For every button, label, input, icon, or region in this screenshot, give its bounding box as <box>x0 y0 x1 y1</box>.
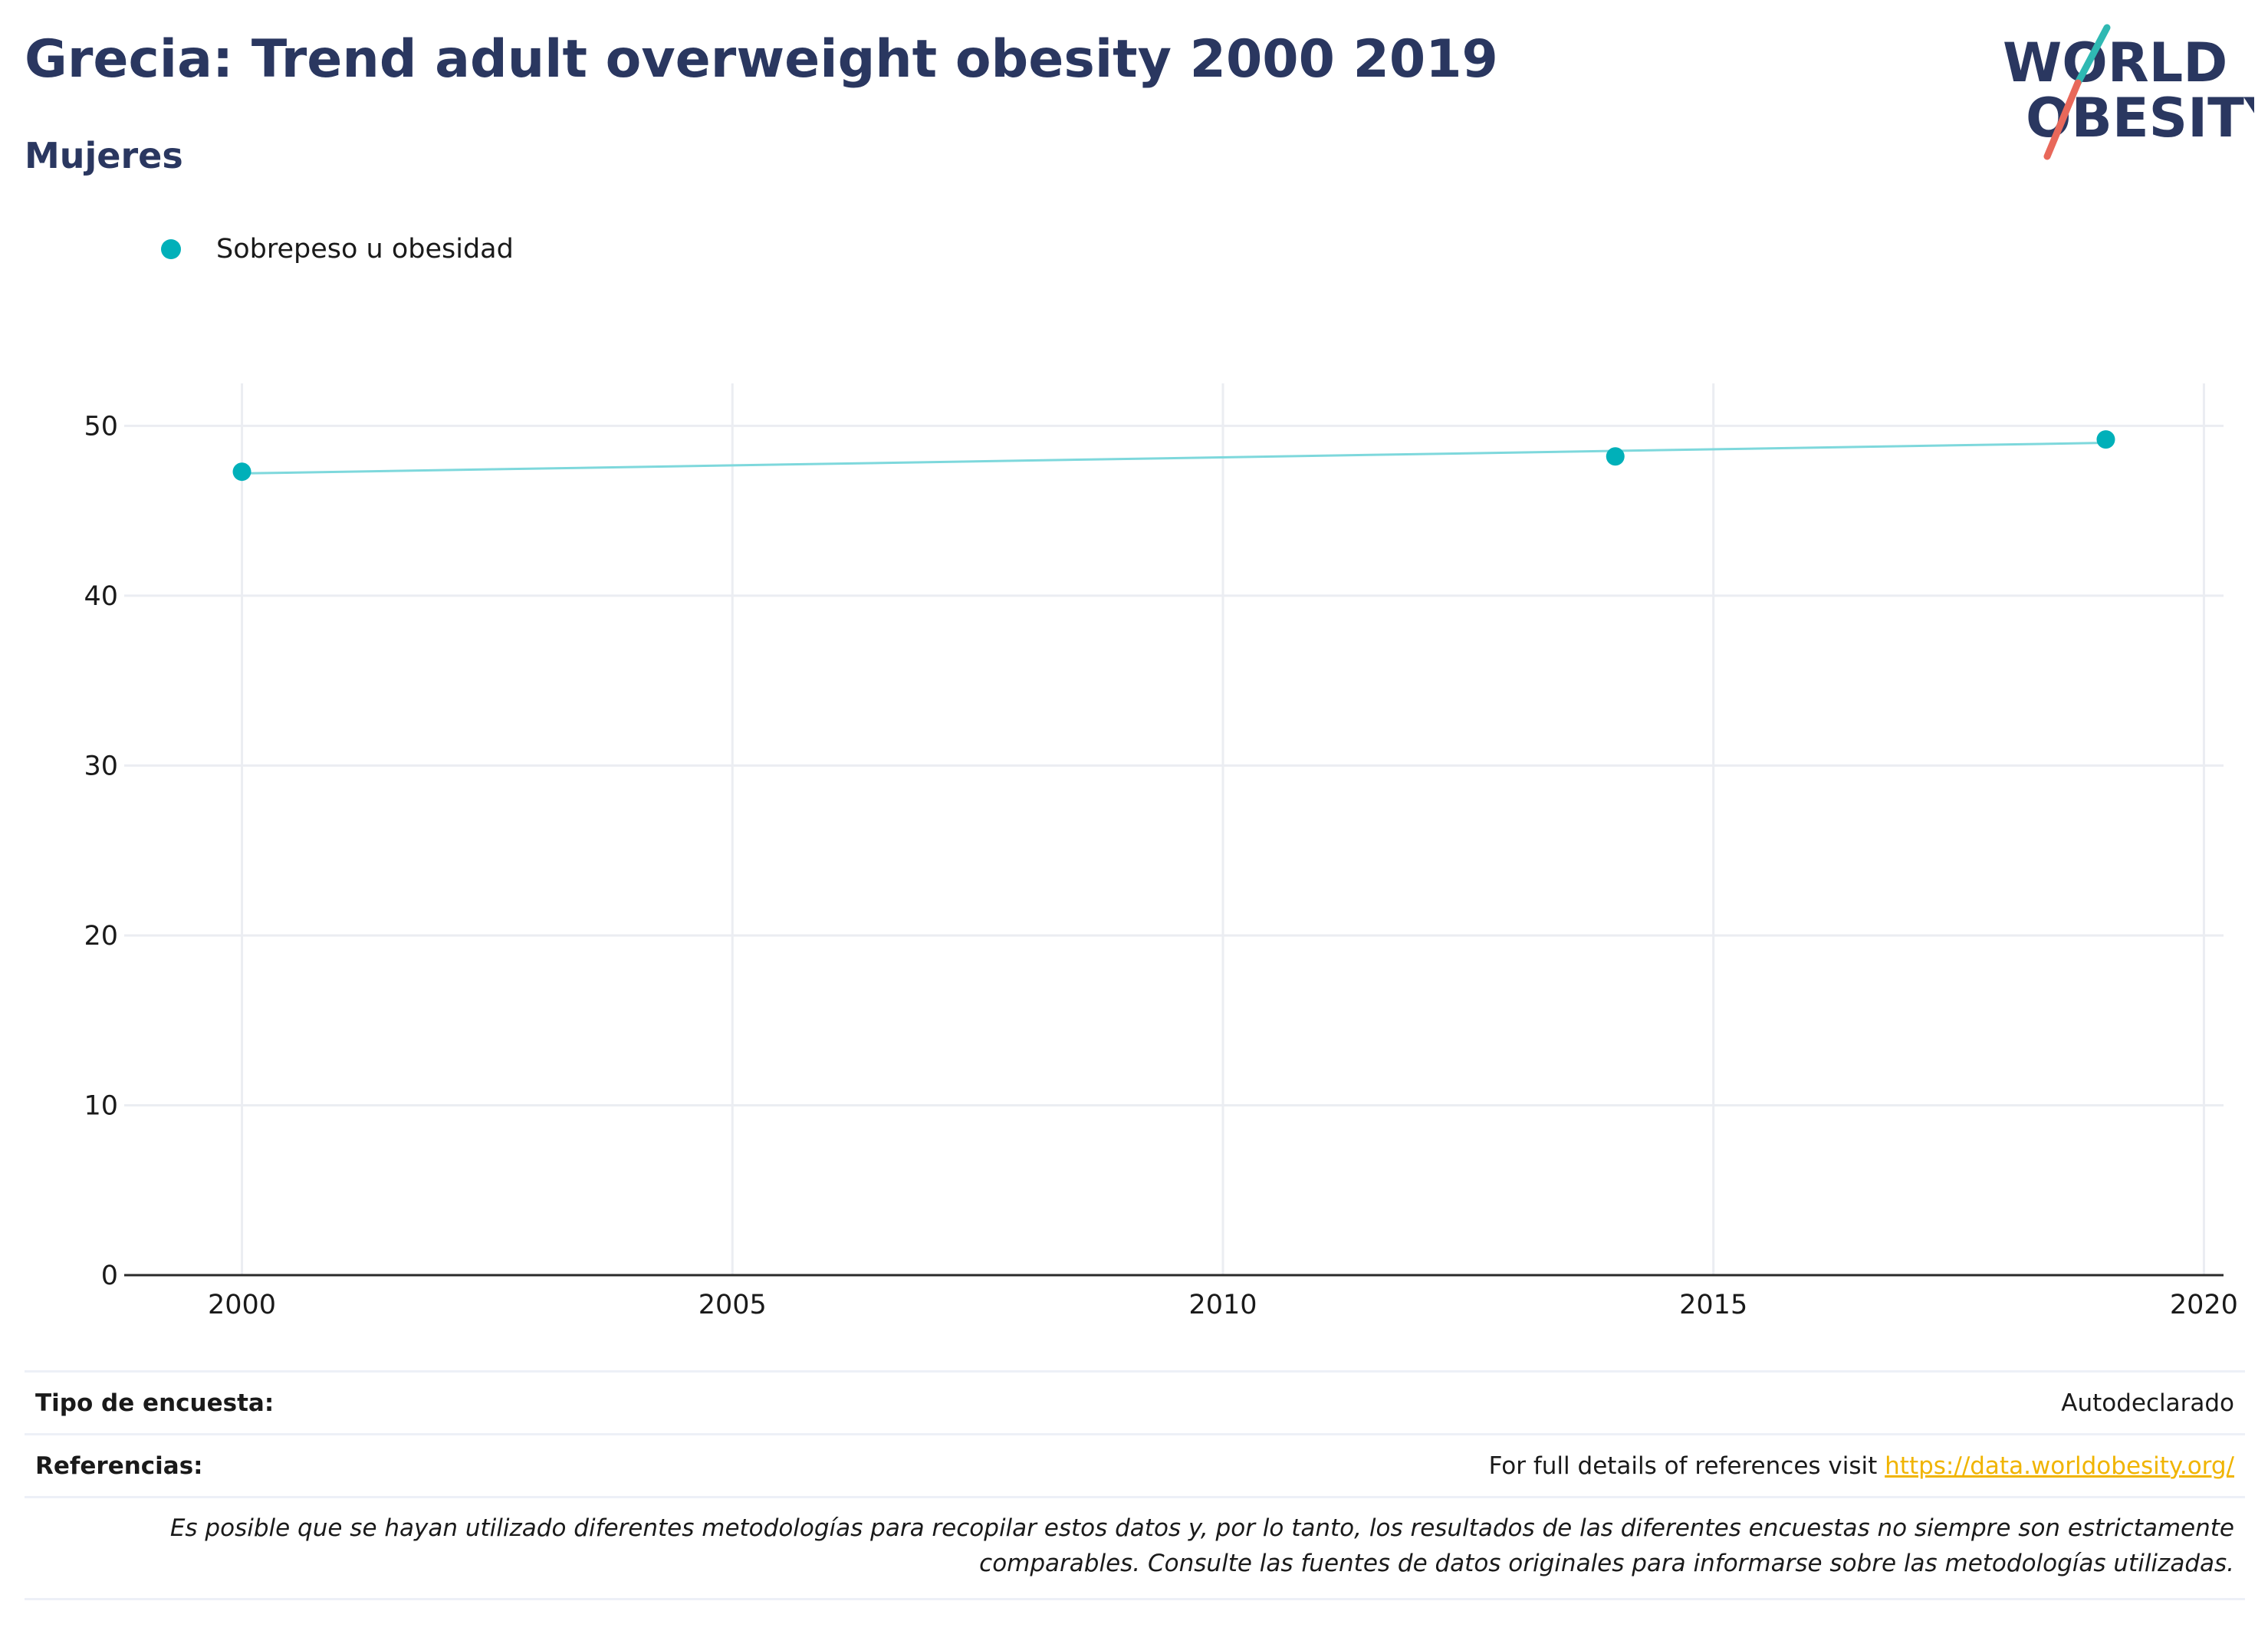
legend[interactable]: Sobrepeso u obesidad <box>161 232 514 267</box>
references-value: For full details of references visit htt… <box>1489 1452 2234 1480</box>
survey-type-row: Tipo de encuesta: Autodeclarado <box>25 1370 2245 1433</box>
x-tick-label: 2000 <box>208 1290 276 1319</box>
y-tick-label: 10 <box>84 1090 118 1121</box>
x-tick-label: 2010 <box>1188 1290 1257 1319</box>
trend-line <box>242 442 2106 475</box>
survey-type-label: Tipo de encuesta: <box>35 1389 274 1417</box>
x-tick-label: 2005 <box>698 1290 767 1319</box>
y-tick-label: 40 <box>84 581 118 612</box>
y-tick-label: 20 <box>84 921 118 952</box>
methodology-note-line-1: Es posible que se hayan utilizado difere… <box>169 1514 2234 1542</box>
methodology-note-line-2: comparables. Consulte las fuentes de dat… <box>979 1550 2234 1577</box>
references-row: Referencias: For full details of referen… <box>25 1433 2245 1496</box>
grid <box>124 383 2224 1277</box>
series-lines <box>242 442 2106 475</box>
chart-title: Grecia: Trend adult overweight obesity 2… <box>25 29 1498 90</box>
data-point <box>232 462 251 482</box>
y-tick-label: 0 <box>101 1261 118 1291</box>
axis-ticks: 2000 2005 2010 2015 2020 0 10 20 30 40 50 <box>84 411 2237 1319</box>
series-points <box>232 430 2115 482</box>
references-text: For full details of references visit <box>1488 1452 1885 1480</box>
logo-slash-teal <box>2074 24 2111 87</box>
world-obesity-logo: WORLD OBESITY <box>2003 24 2254 160</box>
chart-subtitle: Mujeres <box>25 135 183 176</box>
data-point <box>2096 430 2115 449</box>
logo-word-world: WORLD <box>2003 31 2227 94</box>
references-link[interactable]: https://data.worldobesity.org/ <box>1885 1452 2234 1480</box>
y-tick-label: 30 <box>84 751 118 781</box>
x-tick-label: 2020 <box>2170 1290 2238 1319</box>
legend-marker <box>161 239 181 259</box>
x-tick-label: 2015 <box>1679 1290 1747 1319</box>
references-label: Referencias: <box>35 1452 203 1480</box>
legend-label: Sobrepeso u obesidad <box>216 234 514 265</box>
y-tick-label: 50 <box>84 411 118 442</box>
survey-type-value: Autodeclarado <box>2061 1389 2234 1417</box>
methodology-note: Es posible que se hayan utilizado difere… <box>25 1496 2245 1600</box>
logo-slash-coral <box>2043 79 2082 160</box>
data-point <box>1606 447 1625 466</box>
footer-table: Tipo de encuesta: Autodeclarado Referenc… <box>25 1370 2245 1600</box>
line-chart: 2000 2005 2010 2015 2020 0 10 20 30 40 50 <box>84 383 2238 1319</box>
